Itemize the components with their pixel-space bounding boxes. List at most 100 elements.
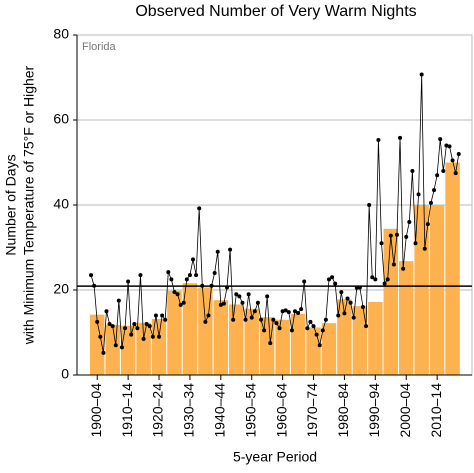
x-tick-label: 1950–54 — [242, 383, 258, 438]
y-tick-label: 40 — [53, 196, 69, 212]
yearly-dot — [191, 257, 196, 262]
bar — [229, 304, 244, 375]
bar — [198, 287, 213, 375]
yearly-dot — [89, 273, 94, 278]
yearly-dot — [135, 326, 140, 331]
bar — [213, 300, 229, 375]
yearly-dot — [413, 241, 418, 246]
y-tick-label: 60 — [53, 111, 69, 127]
bar — [352, 306, 368, 375]
x-tick-label: 1930–34 — [181, 383, 197, 438]
yearly-dot — [237, 294, 242, 299]
yearly-dot — [444, 143, 449, 148]
yearly-dot — [129, 332, 134, 337]
yearly-dot — [385, 277, 390, 282]
yearly-dot — [299, 307, 304, 312]
yearly-dot — [333, 281, 338, 286]
yearly-dot — [252, 309, 257, 314]
yearly-dot — [187, 273, 192, 278]
bar — [120, 325, 136, 375]
yearly-dot — [388, 233, 393, 238]
yearly-dot — [157, 334, 162, 339]
x-tick-label: 1920–24 — [150, 383, 166, 438]
yearly-dot — [416, 192, 421, 197]
y-axis-label: Number of Days — [3, 154, 19, 255]
yearly-dot — [345, 296, 350, 301]
yearly-dot — [367, 203, 372, 207]
yearly-dot — [277, 326, 282, 331]
x-tick-label: 1910–14 — [119, 383, 135, 438]
x-tick-label: 2000–04 — [397, 383, 413, 438]
y-axis-label: with Minimum Temperature of 75°F or High… — [21, 65, 37, 345]
bar — [90, 314, 105, 375]
yearly-dot — [401, 266, 406, 271]
yearly-dot — [410, 169, 415, 173]
yearly-dot — [141, 336, 146, 341]
bar — [429, 205, 445, 375]
bar — [136, 322, 151, 375]
x-tick-label: 1960–64 — [273, 383, 289, 438]
yearly-dot — [153, 313, 158, 318]
yearly-dot — [391, 262, 396, 267]
x-tick-label: 1990–94 — [366, 383, 382, 438]
yearly-dot — [364, 324, 369, 329]
yearly-dot — [231, 317, 236, 322]
yearly-dot — [221, 301, 226, 306]
bar — [337, 299, 352, 375]
yearly-dot — [132, 322, 137, 326]
bar — [368, 301, 383, 375]
yearly-dot — [246, 292, 251, 297]
yearly-dot — [116, 298, 121, 303]
yearly-dot — [360, 305, 365, 309]
bar — [275, 319, 290, 375]
yearly-dot — [394, 232, 399, 237]
chart-title: Observed Number of Very Warm Nights — [135, 3, 416, 20]
yearly-dot — [342, 311, 347, 316]
x-tick-label: 2010–14 — [428, 383, 444, 438]
x-tick-label: 1970–74 — [304, 383, 320, 438]
yearly-dot — [110, 324, 115, 329]
yearly-dot — [447, 144, 452, 149]
yearly-dot — [382, 281, 387, 286]
yearly-dot — [184, 277, 189, 282]
yearly-dot — [215, 249, 220, 254]
yearly-dot — [138, 273, 143, 278]
yearly-dot — [308, 319, 313, 324]
yearly-dot — [243, 317, 248, 322]
yearly-dot — [147, 324, 152, 329]
yearly-dot — [326, 277, 331, 282]
bar — [167, 290, 182, 375]
yearly-dot — [160, 313, 165, 318]
bar — [290, 313, 306, 375]
annotation: Florida — [82, 41, 117, 53]
yearly-dot — [194, 273, 199, 278]
yearly-dot — [166, 270, 171, 275]
yearly-dot — [317, 343, 322, 348]
yearly-dot — [280, 309, 285, 314]
yearly-dot — [296, 310, 301, 315]
yearly-dot — [206, 313, 211, 318]
yearly-dot — [330, 275, 335, 280]
yearly-dot — [178, 302, 183, 307]
yearly-dot — [228, 247, 233, 252]
yearly-dot — [376, 137, 381, 142]
yearly-dot — [286, 310, 291, 315]
yearly-dot — [425, 222, 430, 227]
bar — [399, 261, 414, 375]
yearly-dot — [450, 158, 455, 163]
yearly-dot — [268, 341, 273, 346]
yearly-dot — [305, 326, 310, 331]
yearly-dot — [234, 292, 239, 297]
yearly-dot — [438, 137, 443, 142]
yearly-dot — [274, 321, 279, 326]
yearly-dot — [175, 292, 180, 297]
yearly-dot — [441, 169, 446, 173]
yearly-dot — [101, 350, 106, 355]
yearly-dot — [218, 302, 223, 307]
y-tick-label: 80 — [53, 26, 69, 42]
yearly-dot — [292, 309, 297, 314]
yearly-dot — [181, 300, 186, 305]
yearly-dot — [348, 300, 353, 305]
bar — [244, 308, 259, 375]
